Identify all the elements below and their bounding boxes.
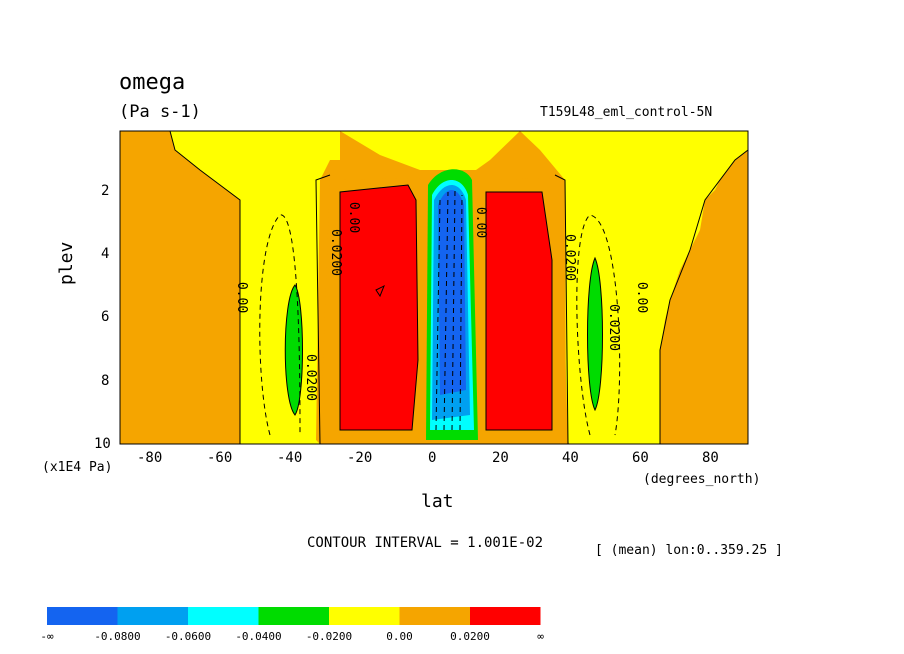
- colorbar-label: -∞: [40, 630, 54, 643]
- x-axis-label: lat: [421, 491, 454, 512]
- x-tick-label: -80: [137, 450, 163, 466]
- averaging-note: [ (mean) lon:0..359.25 ]: [595, 543, 783, 558]
- contour-interval: CONTOUR INTERVAL = 1.001E-02: [307, 535, 544, 551]
- green-lens-north: [587, 258, 603, 410]
- colorbar-swatch: [399, 607, 470, 625]
- contour-lines: [169, 130, 749, 445]
- y-tick-label: 2: [101, 183, 110, 199]
- colorbar-swatch: [329, 607, 400, 625]
- colorbar-labels: -∞ -0.0800 -0.0600 -0.0400 -0.0200 0.00 0.0200…: [40, 630, 544, 643]
- chart-units: (Pa s-1): [119, 102, 201, 122]
- contour-label: 0.0200: [302, 354, 318, 401]
- colorbar-label: -0.0400: [235, 630, 281, 643]
- x-tick-label: 40: [562, 450, 579, 466]
- yellow-center: [340, 131, 520, 170]
- dataset-label: T159L48_eml_control-5N: [540, 105, 713, 120]
- colorbar-swatch: [117, 607, 188, 625]
- x-tick-label: -20: [347, 450, 373, 466]
- y-tick-label: 6: [101, 309, 110, 325]
- colorbar-label: ∞: [537, 630, 544, 643]
- colorbar-swatch: [47, 607, 118, 625]
- x-units-label: (degrees_north): [643, 472, 761, 487]
- colorbar-label: 0.00: [386, 630, 413, 643]
- x-tick-label: 0: [428, 450, 437, 466]
- center-blue-column: [438, 190, 466, 395]
- colorbar: [47, 607, 541, 625]
- green-lens-south: [285, 285, 303, 415]
- contour-label: 0.0200: [561, 234, 577, 281]
- red-region-north: [486, 192, 552, 430]
- colorbar-label: -0.0600: [165, 630, 211, 643]
- y-tick-label: 10: [94, 436, 111, 452]
- colorbar-swatch: [188, 607, 259, 625]
- colorbar-label: -0.0800: [94, 630, 140, 643]
- y-tick-label: 4: [101, 246, 110, 262]
- contour-label: 0.00: [634, 281, 650, 314]
- x-tick-label: 20: [492, 450, 509, 466]
- x-tick-label: 80: [702, 450, 719, 466]
- contour-label: 0.00: [473, 206, 489, 239]
- contour-label: 0.0200: [327, 229, 343, 276]
- contour-dashed-lines: [259, 189, 621, 436]
- contour-label: 0.0200: [605, 304, 621, 351]
- y-axis-label: plev: [56, 241, 77, 285]
- x-tick-label: 60: [632, 450, 649, 466]
- colorbar-swatch: [258, 607, 329, 625]
- yellow-region-north: [490, 131, 748, 444]
- plot-frame: [119, 130, 749, 445]
- x-tick-label: -60: [207, 450, 233, 466]
- colorbar-label: 0.0200: [450, 630, 490, 643]
- chart-title: omega: [119, 70, 186, 95]
- colorbar-label: -0.0200: [306, 630, 352, 643]
- colorbar-swatch: [470, 607, 541, 625]
- contour-label: 0.00: [234, 281, 250, 314]
- x-tick-label: -40: [277, 450, 303, 466]
- red-region-south: [340, 185, 418, 430]
- contour-label: 0.00: [346, 201, 362, 234]
- y-units-label: (x1E4 Pa): [42, 460, 113, 475]
- y-tick-label: 8: [101, 373, 110, 389]
